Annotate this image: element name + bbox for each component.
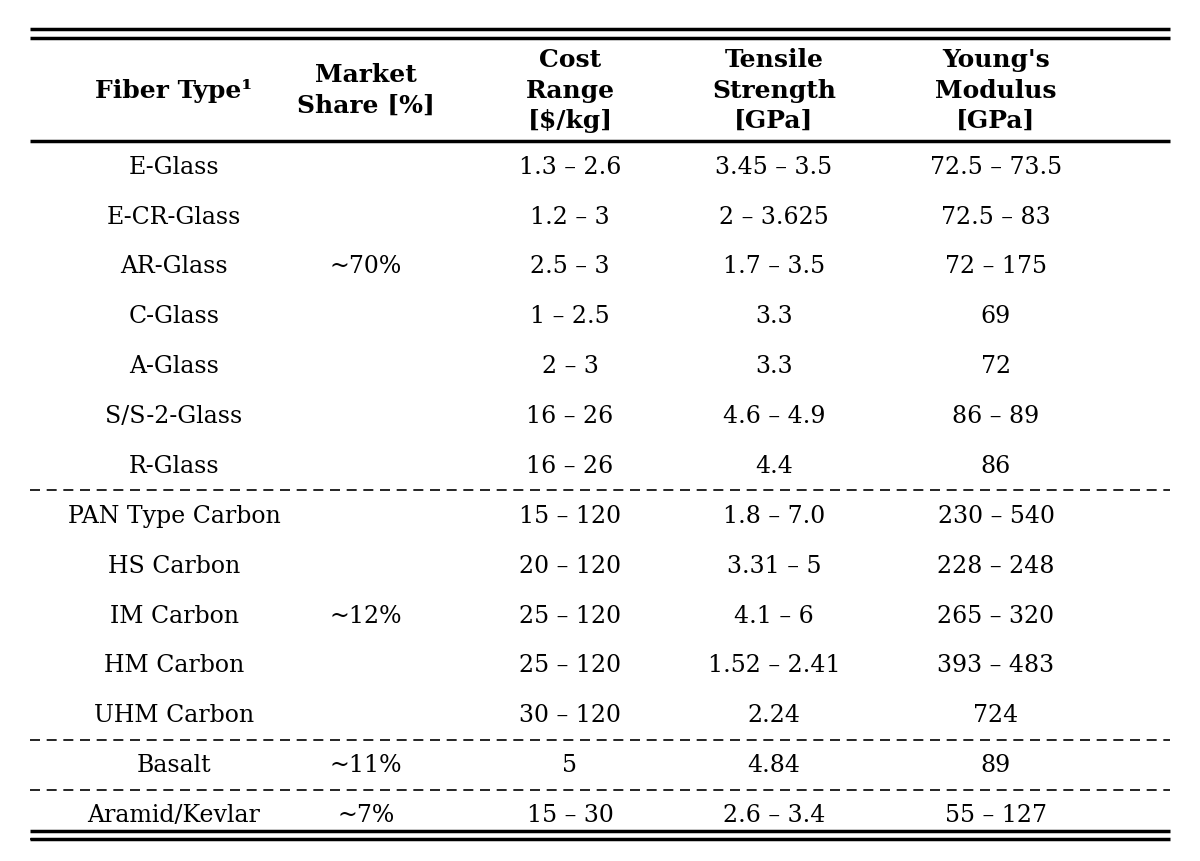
Text: 393 – 483: 393 – 483 — [937, 653, 1055, 677]
Text: 1.2 – 3: 1.2 – 3 — [530, 205, 610, 228]
Text: 2.6 – 3.4: 2.6 – 3.4 — [722, 803, 826, 826]
Text: 3.31 – 5: 3.31 – 5 — [727, 554, 821, 577]
Text: 2 – 3: 2 – 3 — [541, 355, 599, 378]
Text: 4.1 – 6: 4.1 – 6 — [734, 604, 814, 627]
Text: 30 – 120: 30 – 120 — [520, 703, 622, 727]
Text: 25 – 120: 25 – 120 — [518, 604, 622, 627]
Text: HS Carbon: HS Carbon — [108, 554, 240, 577]
Text: 5: 5 — [563, 753, 577, 777]
Text: 3.45 – 3.5: 3.45 – 3.5 — [715, 156, 833, 178]
Text: Fiber Type¹: Fiber Type¹ — [95, 78, 253, 102]
Text: 55 – 127: 55 – 127 — [946, 803, 1046, 826]
Text: 1 – 2.5: 1 – 2.5 — [530, 305, 610, 328]
Text: E-Glass: E-Glass — [128, 156, 220, 178]
Text: AR-Glass: AR-Glass — [120, 255, 228, 278]
Text: 89: 89 — [980, 753, 1012, 777]
Text: UHM Carbon: UHM Carbon — [94, 703, 254, 727]
Text: 4.6 – 4.9: 4.6 – 4.9 — [722, 405, 826, 428]
Text: ~11%: ~11% — [330, 753, 402, 777]
Text: 2.5 – 3: 2.5 – 3 — [530, 255, 610, 278]
Text: Tensile
Strength
[GPa]: Tensile Strength [GPa] — [712, 48, 836, 133]
Text: 1.3 – 2.6: 1.3 – 2.6 — [518, 156, 622, 178]
Text: 3.3: 3.3 — [755, 305, 793, 328]
Text: E-CR-Glass: E-CR-Glass — [107, 205, 241, 228]
Text: 15 – 120: 15 – 120 — [518, 505, 622, 527]
Text: C-Glass: C-Glass — [128, 305, 220, 328]
Text: Cost
Range
[$/kg]: Cost Range [$/kg] — [526, 48, 614, 133]
Text: 1.8 – 7.0: 1.8 – 7.0 — [722, 505, 826, 527]
Text: 72: 72 — [980, 355, 1012, 378]
Text: Market
Share [%]: Market Share [%] — [298, 63, 434, 118]
Text: 2.24: 2.24 — [748, 703, 800, 727]
Text: 15 – 30: 15 – 30 — [527, 803, 613, 826]
Text: IM Carbon: IM Carbon — [109, 604, 239, 627]
Text: A-Glass: A-Glass — [130, 355, 218, 378]
Text: R-Glass: R-Glass — [128, 455, 220, 477]
Text: Aramid/Kevlar: Aramid/Kevlar — [88, 803, 260, 826]
Text: HM Carbon: HM Carbon — [104, 653, 244, 677]
Text: 2 – 3.625: 2 – 3.625 — [719, 205, 829, 228]
Text: Young's
Modulus
[GPa]: Young's Modulus [GPa] — [935, 48, 1057, 133]
Text: 1.7 – 3.5: 1.7 – 3.5 — [722, 255, 826, 278]
Text: 25 – 120: 25 – 120 — [518, 653, 622, 677]
Text: 72.5 – 83: 72.5 – 83 — [941, 205, 1051, 228]
Text: S/S-2-Glass: S/S-2-Glass — [106, 405, 242, 428]
Text: 86 – 89: 86 – 89 — [953, 405, 1039, 428]
Text: 230 – 540: 230 – 540 — [937, 505, 1055, 527]
Text: ~70%: ~70% — [330, 255, 402, 278]
Text: 20 – 120: 20 – 120 — [518, 554, 622, 577]
Text: 16 – 26: 16 – 26 — [527, 405, 613, 428]
Text: 72 – 175: 72 – 175 — [946, 255, 1046, 278]
Text: ~12%: ~12% — [330, 604, 402, 627]
Text: ~7%: ~7% — [337, 803, 395, 826]
Text: 1.52 – 2.41: 1.52 – 2.41 — [708, 653, 840, 677]
Text: 3.3: 3.3 — [755, 355, 793, 378]
Text: 724: 724 — [973, 703, 1019, 727]
Text: 69: 69 — [980, 305, 1012, 328]
Text: 265 – 320: 265 – 320 — [937, 604, 1055, 627]
Text: PAN Type Carbon: PAN Type Carbon — [67, 505, 281, 527]
Text: 16 – 26: 16 – 26 — [527, 455, 613, 477]
Text: 4.84: 4.84 — [748, 753, 800, 777]
Text: 86: 86 — [980, 455, 1012, 477]
Text: 228 – 248: 228 – 248 — [937, 554, 1055, 577]
Text: 72.5 – 73.5: 72.5 – 73.5 — [930, 156, 1062, 178]
Text: 4.4: 4.4 — [755, 455, 793, 477]
Text: Basalt: Basalt — [137, 753, 211, 777]
